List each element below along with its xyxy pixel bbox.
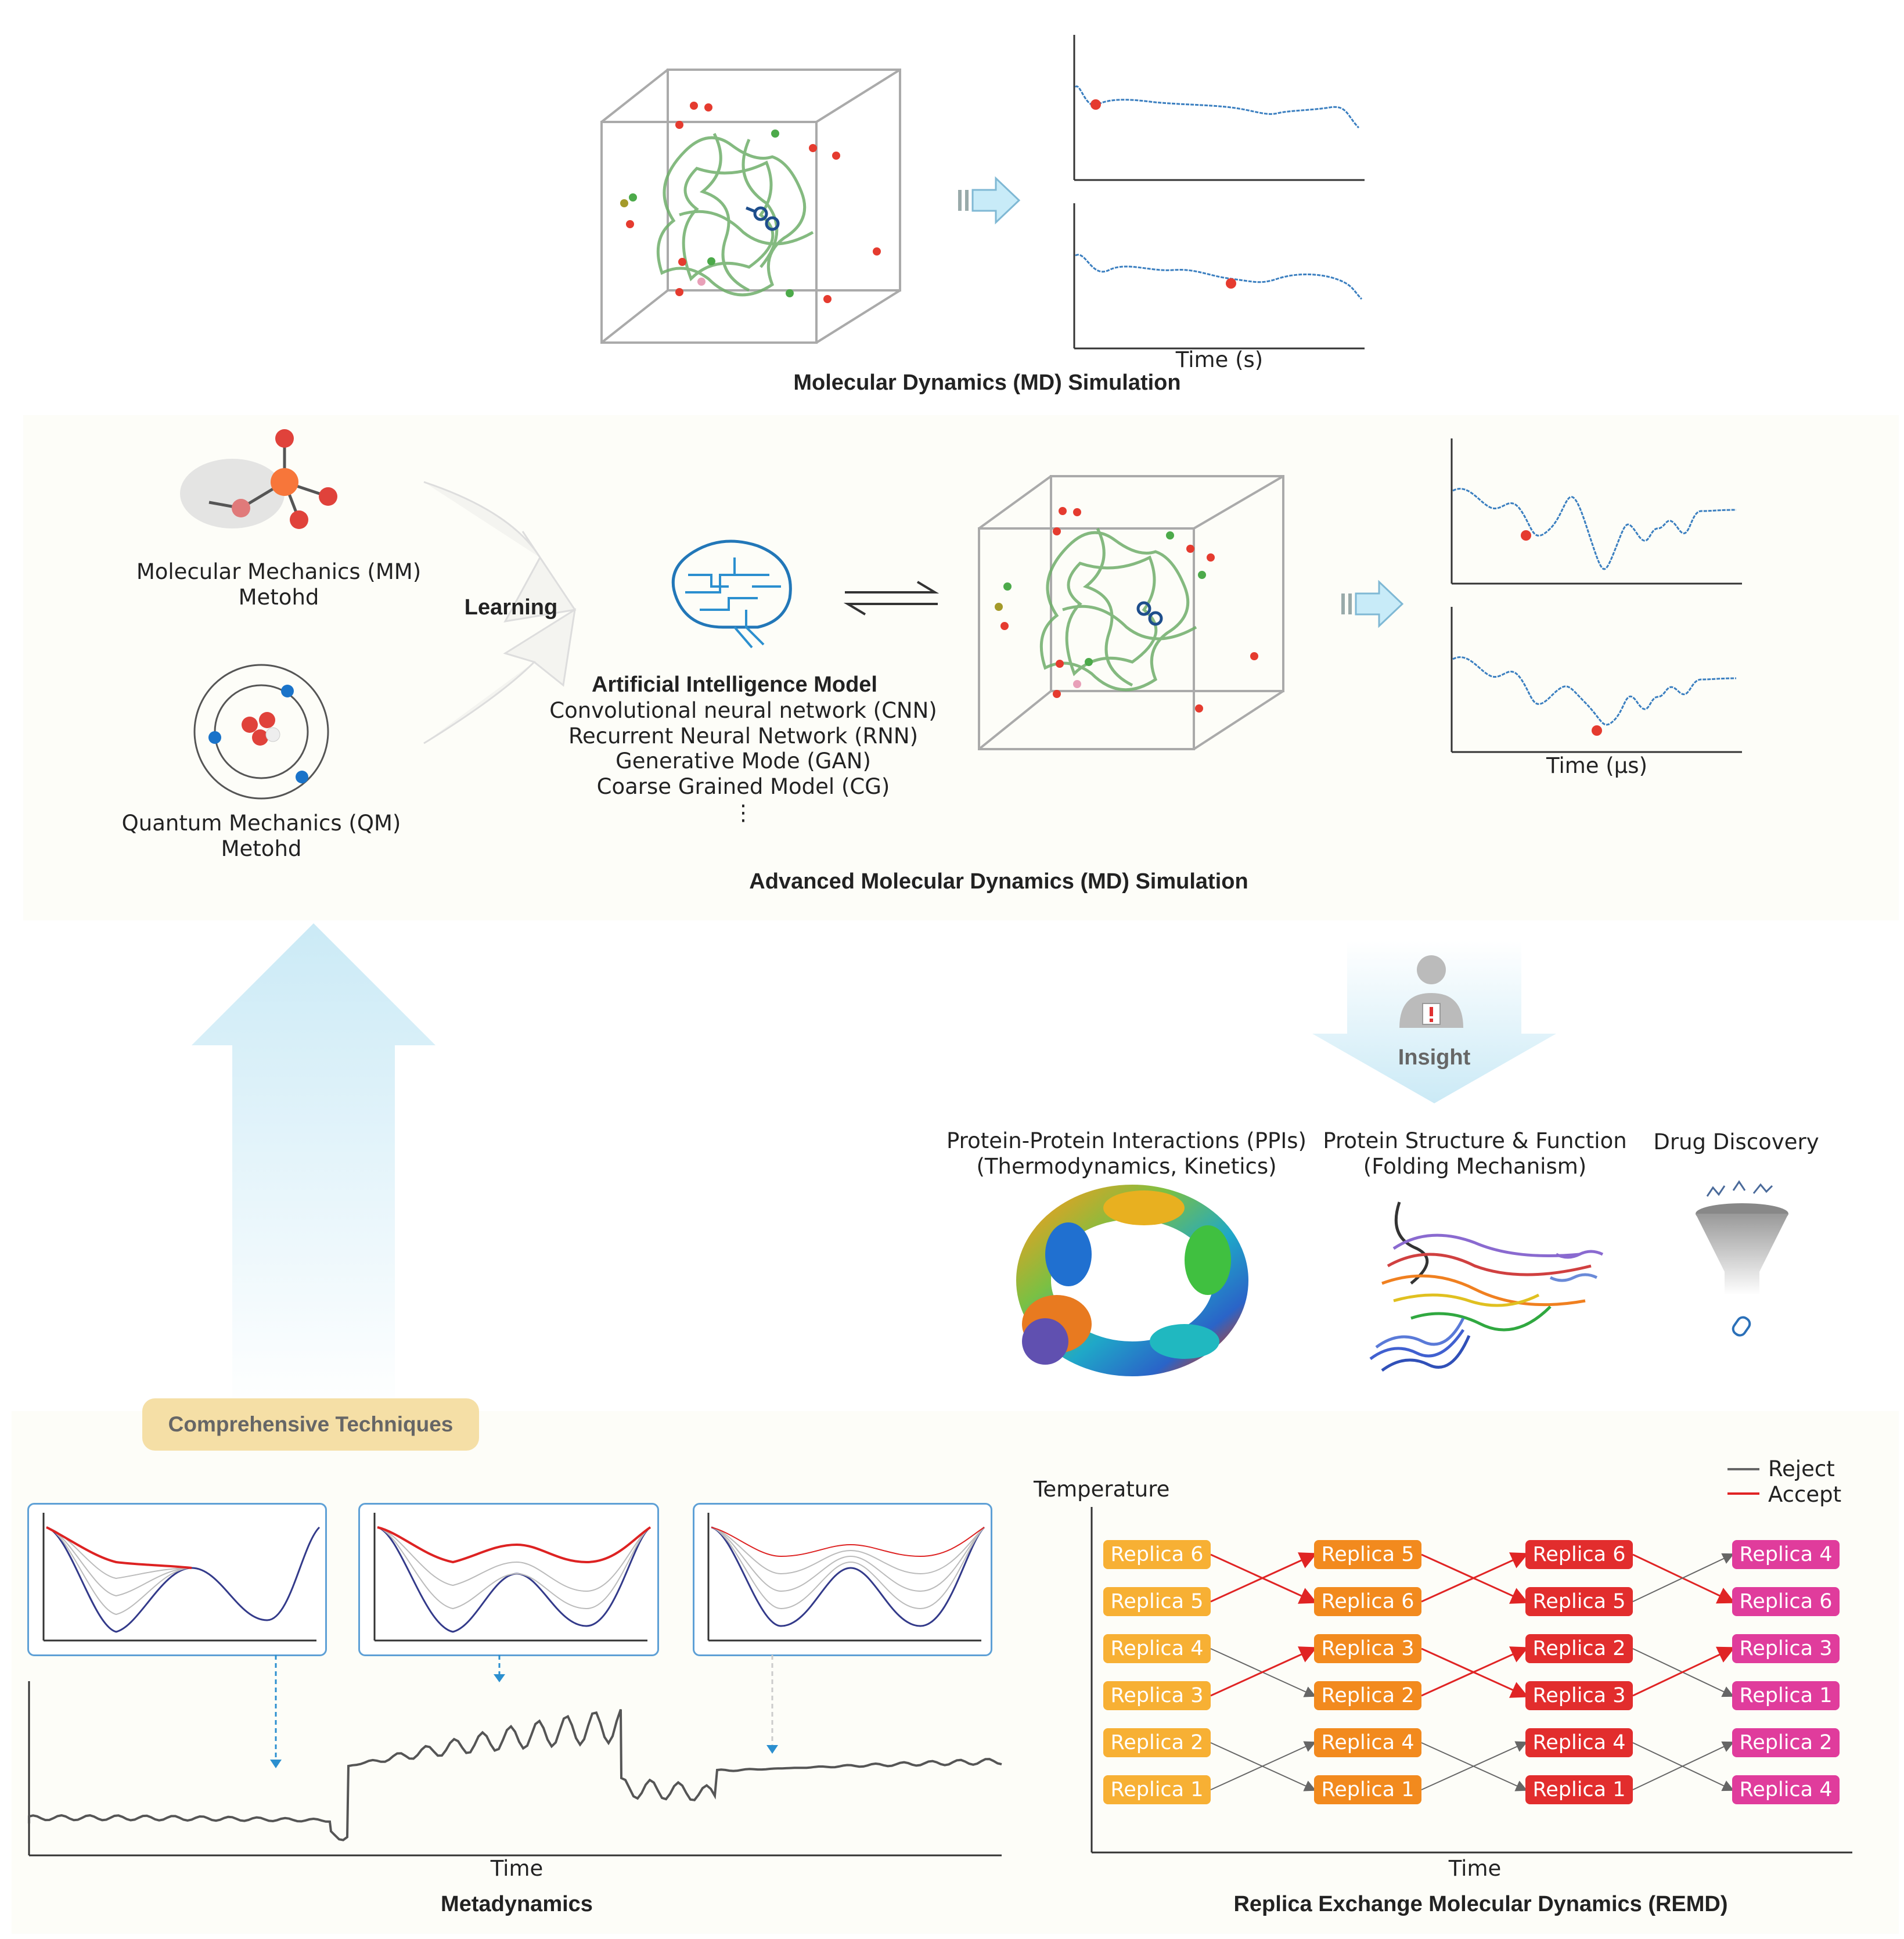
- ppi-label-line2: (Thermodynamics, Kinetics): [976, 1154, 1277, 1179]
- replica-c3-r3: Replica 2: [1525, 1634, 1633, 1663]
- remd-time-axis-label: Time: [1448, 1856, 1502, 1881]
- replica-c1-r1: Replica 6: [1103, 1540, 1211, 1569]
- right-arrow-icon: [958, 176, 1021, 225]
- metad-trajectory: [28, 1681, 1002, 1857]
- replica-c1-r6: Replica 1: [1103, 1775, 1211, 1804]
- ai-model-item-rnn: Recurrent Neural Network (RNN): [568, 724, 919, 749]
- replica-c3-r5: Replica 4: [1525, 1728, 1633, 1757]
- psf-label-line2: (Folding Mechanism): [1363, 1154, 1587, 1179]
- qm-label-line2: Metohd: [221, 836, 302, 861]
- replica-c3-r1: Replica 6: [1525, 1540, 1633, 1569]
- replica-c2-r6: Replica 1: [1314, 1775, 1421, 1804]
- ai-model-item-cg: Coarse Grained Model (CG): [596, 774, 890, 799]
- metad-frame-1: [27, 1503, 327, 1656]
- metad-pointer-arrows: [270, 1655, 778, 1768]
- remd-title: Replica Exchange Molecular Dynamics (REM…: [1233, 1892, 1728, 1916]
- metad-landscape-2: [373, 1513, 652, 1642]
- amd-title: Advanced Molecular Dynamics (MD) Simulat…: [749, 869, 1248, 894]
- bottom-panel: [12, 1411, 1899, 1934]
- replica-c4-r2: Replica 6: [1732, 1587, 1840, 1616]
- mm-label-line2: Metohd: [238, 585, 319, 610]
- replica-c3-r4: Replica 3: [1525, 1681, 1633, 1710]
- insight-arrow: [1312, 941, 1556, 1103]
- qm-atom-icon: [193, 664, 329, 800]
- replica-c4-r4: Replica 1: [1732, 1681, 1840, 1710]
- ai-model-item-cnn: Convolutional neural network (CNN): [549, 698, 937, 723]
- md-energy-plot-bottom: [1073, 203, 1365, 350]
- replica-c1-r2: Replica 5: [1103, 1587, 1211, 1616]
- md-time-axis-label: Time (s): [1175, 347, 1264, 372]
- remd-axes: [1090, 1507, 1852, 1854]
- folding-protein: [1369, 1201, 1604, 1372]
- insight-label: Insight: [1398, 1045, 1471, 1070]
- learning-label: Learning: [464, 595, 558, 620]
- upward-arrow: [192, 923, 435, 1411]
- drug-discovery-label: Drug Discovery: [1653, 1129, 1819, 1154]
- learning-arrows: [423, 481, 577, 744]
- metad-time-axis-label: Time: [490, 1856, 544, 1881]
- right-arrow-icon-2: [1341, 580, 1404, 628]
- ai-model-item-gan: Generative Mode (GAN): [616, 749, 871, 774]
- md-simulation-box: [600, 69, 901, 344]
- md-title: Molecular Dynamics (MD) Simulation: [793, 370, 1181, 395]
- advanced-md-box: [978, 475, 1284, 750]
- metad-frame-3: [693, 1503, 992, 1656]
- metad-frame-2: [358, 1503, 659, 1656]
- mm-molecule-icon: [180, 429, 337, 529]
- amd-energy-plot-top: [1451, 438, 1742, 585]
- replica-c1-r3: Replica 4: [1103, 1634, 1211, 1663]
- replica-c2-r3: Replica 3: [1314, 1634, 1421, 1663]
- replica-c4-r6: Replica 4: [1732, 1775, 1840, 1804]
- qm-label-line1: Quantum Mechanics (QM): [121, 811, 401, 836]
- psf-label-line1: Protein Structure & Function: [1323, 1128, 1627, 1153]
- metad-landscape-3: [707, 1513, 985, 1642]
- replica-c1-r5: Replica 2: [1103, 1728, 1211, 1757]
- brain-circuit-icon: [671, 539, 792, 649]
- ppi-label-line1: Protein-Protein Interactions (PPIs): [946, 1128, 1306, 1153]
- replica-c2-r4: Replica 2: [1314, 1681, 1421, 1710]
- legend-accept: Accept: [1768, 1482, 1842, 1507]
- replica-c2-r2: Replica 6: [1314, 1587, 1421, 1616]
- replica-c1-r4: Replica 3: [1103, 1681, 1211, 1710]
- ai-model-title: Artificial Intelligence Model: [592, 672, 877, 697]
- replica-c4-r3: Replica 3: [1732, 1634, 1840, 1663]
- replica-c3-r2: Replica 5: [1525, 1587, 1633, 1616]
- replica-c4-r5: Replica 2: [1732, 1728, 1840, 1757]
- drug-funnel-icon: [1696, 1180, 1788, 1337]
- mm-label-line1: Molecular Mechanics (MM): [136, 559, 422, 584]
- amd-energy-plot-bottom: [1451, 607, 1742, 753]
- remd-temperature-label: Temperature: [1034, 1477, 1170, 1502]
- legend-reject: Reject: [1768, 1456, 1835, 1481]
- replica-c2-r1: Replica 5: [1314, 1540, 1421, 1569]
- remd-legend-lines: [1727, 1468, 1759, 1495]
- md-energy-plot-top: [1073, 35, 1365, 181]
- metad-landscape-1: [42, 1513, 321, 1642]
- replica-c4-r1: Replica 4: [1732, 1540, 1840, 1569]
- equilibrium-arrows: [843, 581, 940, 616]
- replica-c3-r6: Replica 1: [1525, 1775, 1633, 1804]
- ppi-ring-protein: [1016, 1185, 1248, 1376]
- amd-time-axis-label: Time (μs): [1546, 753, 1647, 778]
- comprehensive-techniques-badge: Comprehensive Techniques: [142, 1398, 479, 1451]
- metadynamics-title: Metadynamics: [441, 1892, 593, 1916]
- replica-c2-r5: Replica 4: [1314, 1728, 1421, 1757]
- ai-model-ellipsis: ⋮: [732, 800, 754, 825]
